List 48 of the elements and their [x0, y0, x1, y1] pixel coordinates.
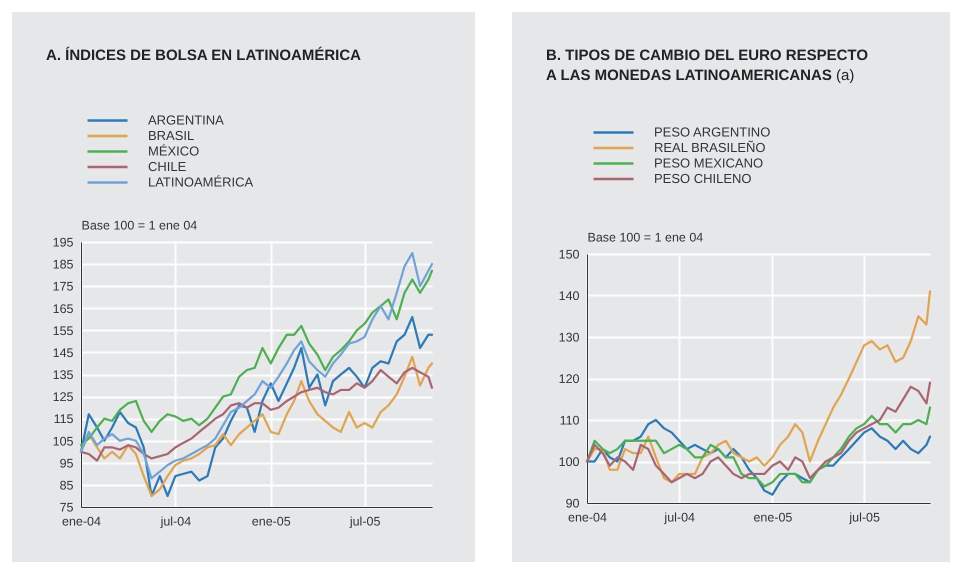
y-axis-title: Base 100 = 1 ene 04 [82, 218, 198, 232]
line-series [80, 366, 434, 462]
legend-label: MÉXICO [148, 144, 200, 158]
x-tick-label: ene-05 [753, 510, 792, 524]
y-tick-label: 145 [52, 346, 74, 360]
legend-label: PESO MEXICANO [654, 156, 764, 170]
y-tick-label: 105 [52, 434, 74, 448]
chart-title: B. TIPOS DE CAMBIO DEL EURO RESPECTO A LAS MONEDAS LATINOAMERICANAS (a) [546, 46, 869, 86]
y-tick-label: 110 [560, 414, 580, 428]
legend-label: ARGENTINA [148, 112, 224, 128]
y-axis-title: Base 100 = 1 ene 04 [588, 230, 704, 244]
y-tick-label: 75 [60, 500, 74, 514]
legend-label: PESO ARGENTINO [654, 124, 770, 140]
y-tick-label: 195 [52, 236, 74, 250]
x-tick-label: ene-04 [62, 514, 101, 528]
line-series [586, 418, 932, 496]
x-tick-label: ene-05 [252, 514, 291, 528]
legend-label: BRASIL [148, 128, 194, 143]
x-tick-label: jul-05 [848, 510, 880, 524]
y-tick-label: 135 [52, 368, 74, 382]
line-series [80, 252, 434, 480]
legend-label: PESO CHILENO [654, 171, 752, 186]
legend-label: CHILE [148, 159, 187, 174]
y-tick-label: 115 [54, 412, 74, 426]
y-tick-label: 130 [558, 330, 580, 344]
line-series [586, 382, 932, 484]
legend-label: REAL BRASILEÑO [654, 140, 766, 155]
y-tick-label: 125 [52, 390, 74, 404]
chart-title: A. ÍNDICES DE BOLSA EN LATINOAMÉRICA [46, 46, 362, 66]
y-tick-label: 90 [566, 496, 580, 510]
line-series [80, 270, 434, 446]
x-tick-label: ene-04 [568, 510, 607, 524]
x-tick-label: jul-04 [160, 514, 192, 528]
y-tick-label: 85 [60, 478, 74, 492]
legend-label: LATINOAMÉRICA [148, 174, 254, 190]
y-tick-label: 95 [60, 456, 74, 470]
y-tick-label: 155 [52, 324, 74, 338]
x-tick-label: jul-04 [663, 510, 696, 524]
y-tick-label: 140 [558, 289, 580, 303]
x-tick-label: jul-05 [348, 514, 380, 528]
y-tick-label: 120 [558, 372, 580, 386]
y-tick-label: 185 [52, 258, 74, 272]
line-series [586, 406, 932, 488]
y-tick-label: 165 [52, 302, 74, 316]
y-tick-label: 175 [52, 280, 74, 294]
y-tick-label: 100 [558, 455, 580, 469]
y-tick-label: 150 [558, 248, 580, 262]
line-series [80, 316, 434, 498]
